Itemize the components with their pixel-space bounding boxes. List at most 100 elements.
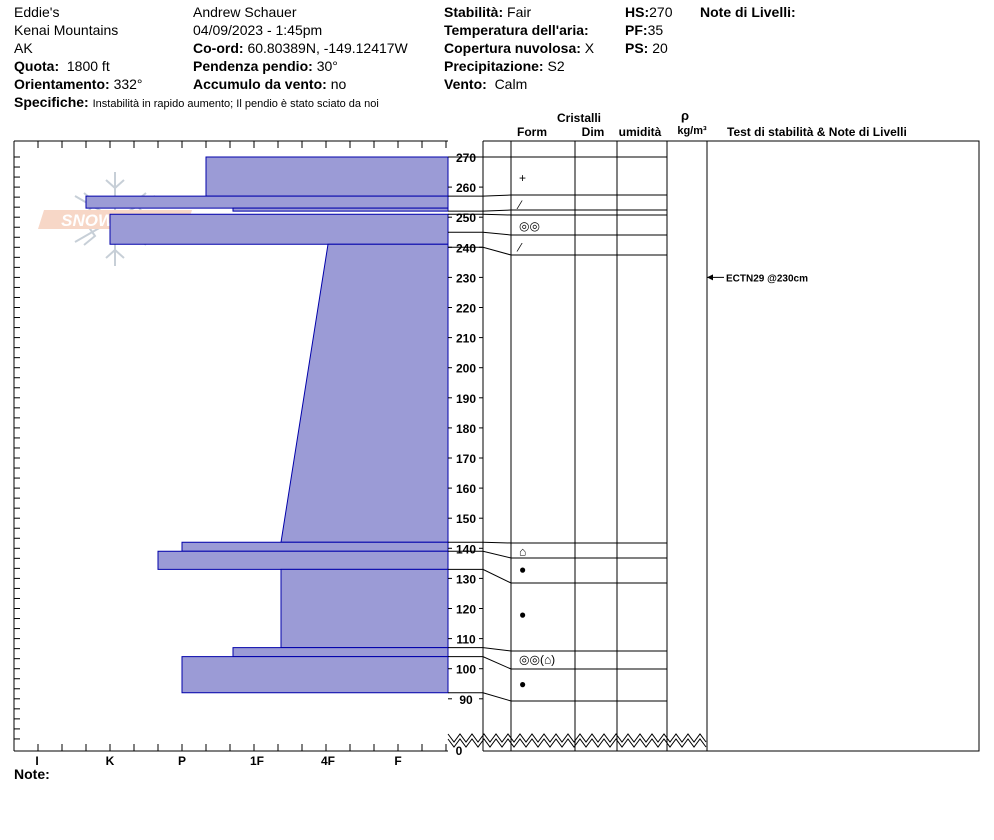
cloud-value: X — [584, 40, 595, 56]
hardness-layer — [280, 568, 449, 649]
hs-row: HS:270 — [625, 3, 672, 21]
depth-label: 260 — [456, 181, 476, 195]
moisture-header: umidità — [619, 125, 662, 139]
location-range: Kenai Mountains — [14, 22, 119, 38]
depth-label: 90 — [459, 693, 473, 707]
depth-label: 110 — [456, 633, 476, 647]
stability-row: Stabilità: Fair — [444, 3, 594, 21]
depth-label: 160 — [456, 482, 476, 496]
coord-row: Co-ord: 60.80389N, -149.12417W — [193, 39, 408, 57]
layer-boundary — [448, 692, 667, 702]
depth-label: 210 — [456, 332, 476, 346]
pf-label: PF: — [625, 22, 648, 38]
hardness-tick-label: 1F — [250, 754, 264, 768]
layer-boundary — [448, 209, 667, 212]
depth-axis-labels: 90 100 110 120 130 140 150 160 170 180 190 200 210 22… — [456, 151, 477, 758]
cloud-row: Copertura nuvolosa: X — [444, 39, 594, 57]
depth-label: 100 — [456, 663, 476, 677]
grain-form-symbol: ● — [519, 562, 526, 576]
specifics-value: Instabilità in rapido aumento; Il pendio… — [92, 98, 379, 110]
elevation-value: 1800 ft — [66, 58, 110, 74]
precip-value: S2 — [547, 58, 565, 74]
grain-form-symbol: ◎◎(⌂) — [519, 653, 555, 667]
notes-label: Note: — [14, 766, 50, 782]
ps-row: PS: 20 — [625, 39, 672, 57]
layer-boundary — [448, 541, 667, 544]
hardness-tick-labels: I K P 1F 4F F — [35, 754, 401, 768]
depth-label: 270 — [456, 151, 476, 165]
layer-boundary — [448, 647, 667, 652]
ps-label: PS: — [625, 40, 649, 56]
depth-label: 140 — [456, 542, 476, 556]
air-temp-row: Temperatura dell'aria: — [444, 21, 594, 39]
hardness-layer — [205, 156, 449, 197]
grain-form-symbol: ⁄ — [516, 240, 523, 254]
layer-boundary — [448, 568, 667, 584]
aspect-row: Orientamento: 332° — [14, 75, 379, 93]
layer-boundary — [448, 550, 667, 559]
rho-header: ρ — [681, 108, 689, 123]
axis-break-upper — [447, 733, 707, 743]
specifics-label: Specifiche: — [14, 94, 89, 110]
hardness-tick-label: K — [106, 754, 115, 768]
hardness-layer — [109, 213, 449, 245]
size-header: Dim — [582, 125, 605, 139]
grain-form-symbol: ● — [519, 677, 526, 691]
depth-label: 200 — [456, 362, 476, 376]
slope-value: 30° — [316, 58, 338, 74]
layer-boundary — [448, 194, 667, 197]
axis-break-lower — [447, 738, 707, 748]
precip-row: Precipitazione: S2 — [444, 57, 594, 75]
conditions-block: Stabilità: Fair Temperatura dell'aria: C… — [444, 3, 594, 93]
density-unit-header: kg/m³ — [677, 125, 707, 137]
hardness-layer — [280, 243, 449, 543]
depth-label: 220 — [456, 302, 476, 316]
hardness-layer — [85, 195, 449, 209]
hardness-layer — [232, 207, 449, 212]
layer-boundary — [448, 213, 667, 216]
wind-load-label: Accumulo da vento: — [193, 76, 327, 92]
stability-label: Stabilità: — [444, 4, 504, 20]
depth-label: 190 — [456, 392, 476, 406]
test-arrow-icon — [707, 274, 713, 281]
slope-label: Pendenza pendio: — [193, 58, 313, 74]
layer-boundary — [448, 231, 667, 236]
layer-notes-header: Note di Livelli: — [700, 3, 796, 21]
layer-grid — [447, 140, 980, 752]
stability-test-notes: ECTN29 @230cm — [707, 273, 808, 284]
depth-label: 240 — [456, 241, 476, 255]
depth-block: HS:270 PF:35 PS: 20 — [625, 3, 672, 57]
location-name: Eddie's — [14, 4, 60, 20]
wind-load-row: Accumulo da vento: no — [193, 75, 408, 93]
depth-label: 180 — [456, 422, 476, 436]
pf-row: PF:35 — [625, 21, 672, 39]
aspect-label: Orientamento: — [14, 76, 110, 92]
notes-footer: Note: — [14, 765, 50, 783]
elevation-row: Quota: 1800 ft — [14, 57, 379, 75]
hardness-tick-label: F — [394, 754, 401, 768]
form-header: Form — [517, 125, 547, 139]
stability-value: Fair — [507, 4, 532, 20]
grain-form-symbol: ⁄ — [516, 198, 523, 212]
grain-form-symbols: + ⁄ ◎◎ ⁄ ⌂ ● ● ◎◎(⌂) ● — [516, 171, 555, 691]
cloud-label: Copertura nuvolosa: — [444, 40, 581, 56]
hs-value: 270 — [649, 4, 673, 20]
observation-datetime: 04/09/2023 - 1:45pm — [193, 22, 323, 38]
layer-boundary — [448, 656, 667, 670]
hardness-layer — [181, 656, 449, 694]
air-temp-label: Temperatura dell'aria: — [444, 22, 589, 38]
grain-form-symbol: ● — [519, 608, 526, 622]
depth-label: 250 — [456, 211, 476, 225]
depth-zero-label: 0 — [456, 744, 463, 758]
ps-value: 20 — [652, 40, 668, 56]
hardness-tick-label: 4F — [321, 754, 335, 768]
hardness-layers — [85, 156, 449, 694]
aspect-value: 332° — [113, 76, 143, 92]
precip-label: Precipitazione: — [444, 58, 544, 74]
notes-frame — [706, 140, 980, 752]
slope-row: Pendenza pendio: 30° — [193, 57, 408, 75]
depth-label: 130 — [456, 572, 476, 586]
grain-form-symbol: ◎◎ — [519, 219, 540, 233]
depth-label: 170 — [456, 452, 476, 466]
hardness-layer — [181, 541, 449, 552]
